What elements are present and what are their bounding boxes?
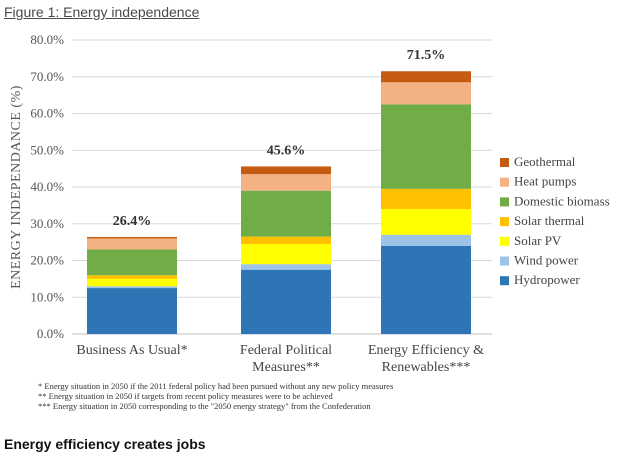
bar-segment	[87, 249, 177, 276]
y-tick-label: 0.0%	[37, 326, 64, 341]
legend-label: Solar PV	[514, 233, 562, 248]
y-tick-label: 20.0%	[30, 253, 64, 268]
bar-segment	[241, 166, 331, 175]
footnote: ** Energy situation in 2050 if targets f…	[38, 391, 333, 401]
bar-segment	[241, 174, 331, 191]
bar-total-label: 26.4%	[113, 214, 152, 229]
bar-segment	[381, 71, 471, 83]
legend-swatch	[500, 158, 509, 167]
bar-totals: 26.4% 45.6% 71.5%	[113, 48, 446, 229]
bar-segment	[241, 264, 331, 270]
legend-item: Heat pumps	[500, 174, 576, 189]
bar-total-label: 45.6%	[267, 143, 306, 158]
section-heading: Energy efficiency creates jobs	[4, 436, 206, 452]
legend-swatch	[500, 217, 509, 227]
bar-segment	[381, 82, 471, 105]
legend-item: Geothermal	[500, 154, 576, 169]
bar-segment	[381, 234, 471, 246]
bar-segment	[87, 278, 177, 287]
legend: Geothermal Heat pumps Domestic biomass Sola…	[500, 154, 610, 287]
bar-segment	[381, 209, 471, 235]
legend-item: Solar PV	[500, 233, 562, 248]
x-category-label: Energy Efficiency &	[368, 343, 484, 358]
legend-swatch	[500, 197, 509, 207]
bar-segment	[381, 188, 471, 210]
y-tick-label: 60.0%	[30, 106, 64, 121]
legend-swatch	[500, 177, 509, 187]
legend-item: Hydropower	[500, 272, 580, 287]
y-tick-label: 80.0%	[30, 32, 64, 47]
bar-segment	[87, 286, 177, 289]
y-tick-label: 50.0%	[30, 142, 64, 157]
legend-label: Wind power	[514, 253, 579, 268]
x-category-label: Renewables***	[382, 360, 471, 375]
legend-label: Hydropower	[514, 272, 580, 287]
footnote: *** Energy situation in 2050 correspondi…	[38, 401, 371, 411]
y-tick-label: 40.0%	[30, 179, 64, 194]
legend-swatch	[500, 276, 509, 286]
bar-segment	[87, 236, 177, 239]
legend-label: Geothermal	[514, 154, 576, 169]
bar-segment	[87, 275, 177, 279]
legend-label: Heat pumps	[514, 174, 576, 189]
legend-item: Solar thermal	[500, 213, 585, 228]
bars	[87, 71, 471, 334]
legend-item: Domestic biomass	[500, 193, 610, 208]
x-category-label: Measures**	[252, 360, 320, 375]
bar-segment	[87, 288, 177, 334]
x-category-label: Federal Political	[240, 343, 332, 358]
bar-segment	[381, 104, 471, 189]
legend-item: Wind power	[500, 253, 579, 268]
legend-label: Solar thermal	[514, 213, 585, 228]
legend-label: Domestic biomass	[514, 193, 610, 208]
y-axis-label: ENERGY INDEPENDANCE (%)	[9, 85, 24, 289]
y-axis-ticks: 0.0% 10.0% 20.0% 30.0% 40.0% 50.0% 60.0% 70.0% 8…	[30, 32, 64, 341]
stacked-bar-chart: 0.0% 10.0% 20.0% 30.0% 40.0% 50.0% 60.0% 70.0% 8…	[9, 32, 610, 375]
bar-segment	[87, 238, 177, 250]
bar-segment	[241, 269, 331, 334]
bar-segment	[381, 245, 471, 334]
footnotes: * Energy situation in 2050 if the 2011 f…	[38, 381, 438, 411]
legend-swatch	[500, 256, 509, 266]
x-axis-categories: Business As Usual* Federal Political Measu…	[76, 343, 484, 375]
footnote: * Energy situation in 2050 if the 2011 f…	[38, 381, 394, 391]
x-category-label: Business As Usual*	[76, 343, 187, 358]
bar-segment	[241, 243, 331, 265]
legend-swatch	[500, 236, 509, 246]
bar-segment	[241, 236, 331, 244]
bar-segment	[241, 190, 331, 237]
y-tick-label: 30.0%	[30, 216, 64, 231]
figure-title: Figure 1: Energy independence	[4, 4, 200, 20]
bar-total-label: 71.5%	[407, 48, 446, 63]
y-tick-label: 70.0%	[30, 69, 64, 84]
y-tick-label: 10.0%	[30, 289, 64, 304]
